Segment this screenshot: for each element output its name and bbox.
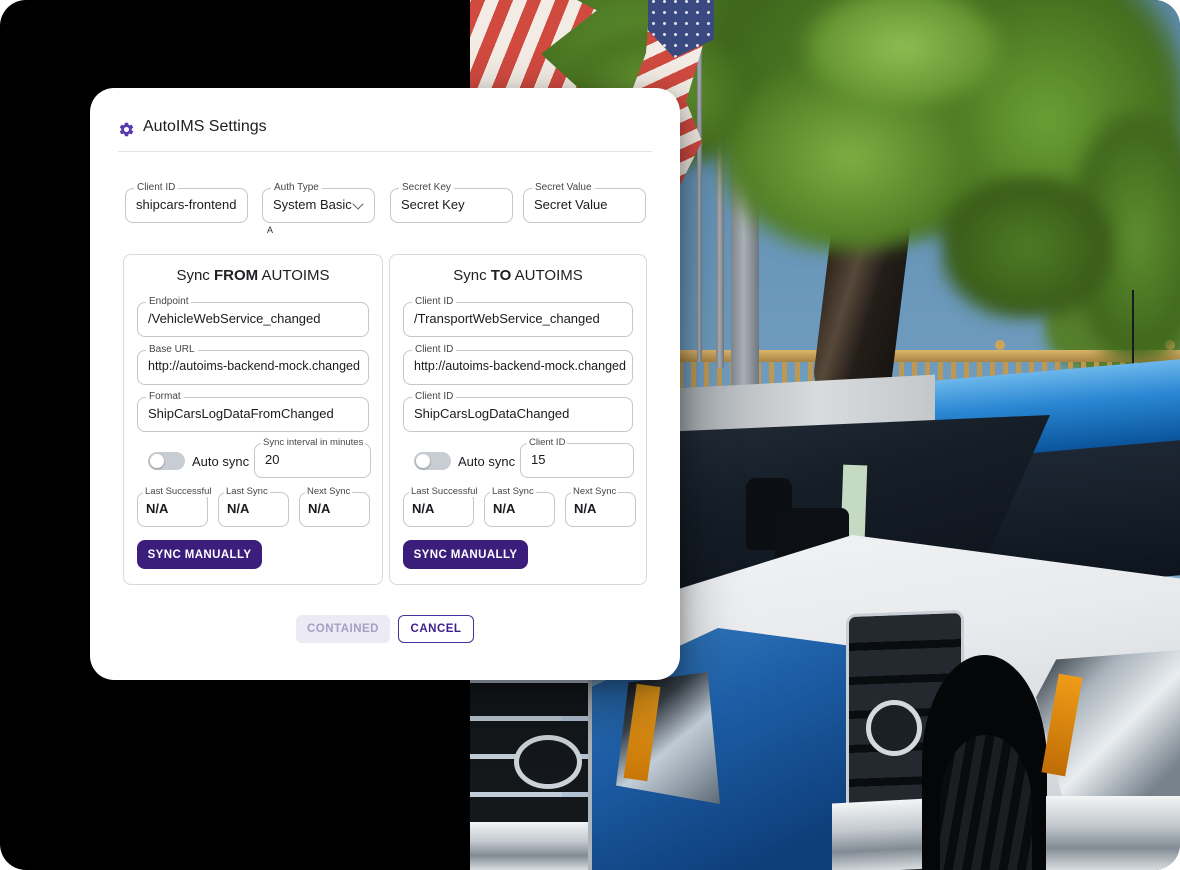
last-successful-field: Last Successful N/A — [137, 486, 214, 527]
field-label: Client ID — [412, 344, 457, 355]
chevron-down-icon[interactable] — [352, 198, 364, 210]
field-value: http://autoims-backend-mock.changed — [414, 359, 626, 373]
photo-fence-finial — [995, 340, 1005, 350]
photo-flag-pole — [697, 0, 702, 362]
client-id-field[interactable]: Client ID /TransportWebService_changed — [403, 296, 633, 337]
autoims-settings-dialog: AutoIMS Settings Client ID shipcars-fron… — [90, 88, 680, 680]
field-label: Auth Type — [271, 182, 322, 193]
field-label: Client ID — [134, 182, 179, 193]
field-label: Next Sync — [305, 486, 353, 497]
auto-sync-label: Auto sync — [192, 454, 250, 469]
field-value: System Basic — [273, 197, 352, 212]
next-sync-field: Next Sync N/A — [565, 486, 636, 527]
field-label: Next Sync — [571, 486, 619, 497]
field-label: Client ID — [527, 437, 568, 448]
client-id-field[interactable]: Client ID shipcars-frontend — [125, 182, 248, 223]
secret-key-field[interactable]: Secret Key Secret Key — [390, 182, 513, 223]
photo-ford-emblem — [866, 700, 922, 756]
toggle-knob — [416, 454, 430, 468]
field-value: N/A — [412, 501, 435, 516]
sync-interval-field[interactable]: Sync interval in minutes 20 — [254, 437, 371, 478]
cancel-button[interactable]: CANCEL — [398, 615, 474, 643]
format-field[interactable]: Format ShipCarsLogDataFromChanged — [137, 391, 369, 432]
gear-icon — [119, 122, 134, 137]
photo-white-bumper — [1046, 796, 1180, 870]
last-sync-field: Last Sync N/A — [218, 486, 289, 527]
field-value: http://autoims-backend-mock.changed — [148, 359, 360, 373]
photo-foliage-highlight — [800, 0, 1005, 110]
field-label: Client ID — [412, 296, 457, 307]
field-value: Secret Key — [401, 197, 465, 212]
heading-pre: Sync — [453, 267, 491, 284]
next-sync-field: Next Sync N/A — [299, 486, 370, 527]
field-label: Last Sync — [490, 486, 536, 497]
heading-bold: TO — [490, 267, 512, 284]
field-value: 15 — [531, 452, 546, 467]
field-label: Last Successful — [409, 486, 480, 497]
sync-to-panel: Sync TO AUTOIMS Client ID /TransportWebS… — [389, 254, 647, 585]
header-divider — [118, 151, 652, 152]
photo-foliage — [940, 175, 1115, 320]
heading-pre: Sync — [176, 267, 214, 284]
field-label: Last Sync — [224, 486, 270, 497]
auto-sync-toggle[interactable] — [148, 452, 185, 470]
field-value: N/A — [308, 501, 331, 516]
field-value: ShipCarsLogDataFromChanged — [148, 406, 334, 421]
field-value: /VehicleWebService_changed — [148, 311, 321, 326]
secret-value-field[interactable]: Secret Value Secret Value — [523, 182, 646, 223]
field-value: N/A — [146, 501, 169, 516]
heading-post: AUTOIMS — [258, 267, 330, 284]
base-url-field[interactable]: Base URL http://autoims-backend-mock.cha… — [137, 344, 369, 385]
auth-type-select[interactable]: Auth Type System Basic A — [262, 182, 375, 235]
panel-heading: Sync FROM AUTOIMS — [124, 267, 382, 284]
heading-post: AUTOIMS — [511, 267, 583, 284]
field-label: Endpoint — [146, 296, 192, 307]
dialog-title: AutoIMS Settings — [143, 118, 267, 135]
panel-heading: Sync TO AUTOIMS — [390, 267, 646, 284]
field-value: N/A — [493, 501, 516, 516]
photo-ford-emblem — [514, 735, 582, 789]
field-label: Secret Value — [532, 182, 595, 193]
field-value: shipcars-frontend — [136, 197, 237, 212]
field-value: ShipCarsLogDataChanged — [414, 406, 570, 421]
sync-from-panel: Sync FROM AUTOIMS Endpoint /VehicleWebSe… — [123, 254, 383, 585]
photo-tire — [940, 735, 1032, 870]
auto-sync-label: Auto sync — [458, 454, 516, 469]
auto-sync-toggle[interactable] — [414, 452, 451, 470]
auth-type-note: A — [267, 225, 274, 235]
sync-manually-button[interactable]: SYNC MANUALLY — [137, 540, 262, 569]
field-value: 20 — [265, 452, 280, 467]
field-value: /TransportWebService_changed — [414, 311, 600, 326]
contained-button[interactable]: CONTAINED — [296, 615, 390, 643]
client-id-interval-field[interactable]: Client ID 15 — [520, 437, 634, 478]
field-label: Secret Key — [399, 182, 454, 193]
last-sync-field: Last Sync N/A — [484, 486, 555, 527]
field-value: N/A — [227, 501, 250, 516]
field-label: Format — [146, 391, 184, 402]
heading-bold: FROM — [213, 267, 259, 284]
field-value: N/A — [574, 501, 597, 516]
client-id-field[interactable]: Client ID http://autoims-backend-mock.ch… — [403, 344, 633, 385]
field-label: Sync interval in minutes — [261, 437, 366, 448]
photo-dark-truck-bumper — [470, 822, 588, 870]
field-label: Client ID — [412, 391, 457, 402]
field-label: Base URL — [146, 344, 198, 355]
field-value: Secret Value — [534, 197, 608, 212]
client-id-field[interactable]: Client ID ShipCarsLogDataChanged — [403, 391, 633, 432]
toggle-knob — [150, 454, 164, 468]
endpoint-field[interactable]: Endpoint /VehicleWebService_changed — [137, 296, 369, 337]
sync-manually-button[interactable]: SYNC MANUALLY — [403, 540, 528, 569]
last-successful-field: Last Successful N/A — [403, 486, 480, 527]
field-label: Last Successful — [143, 486, 214, 497]
